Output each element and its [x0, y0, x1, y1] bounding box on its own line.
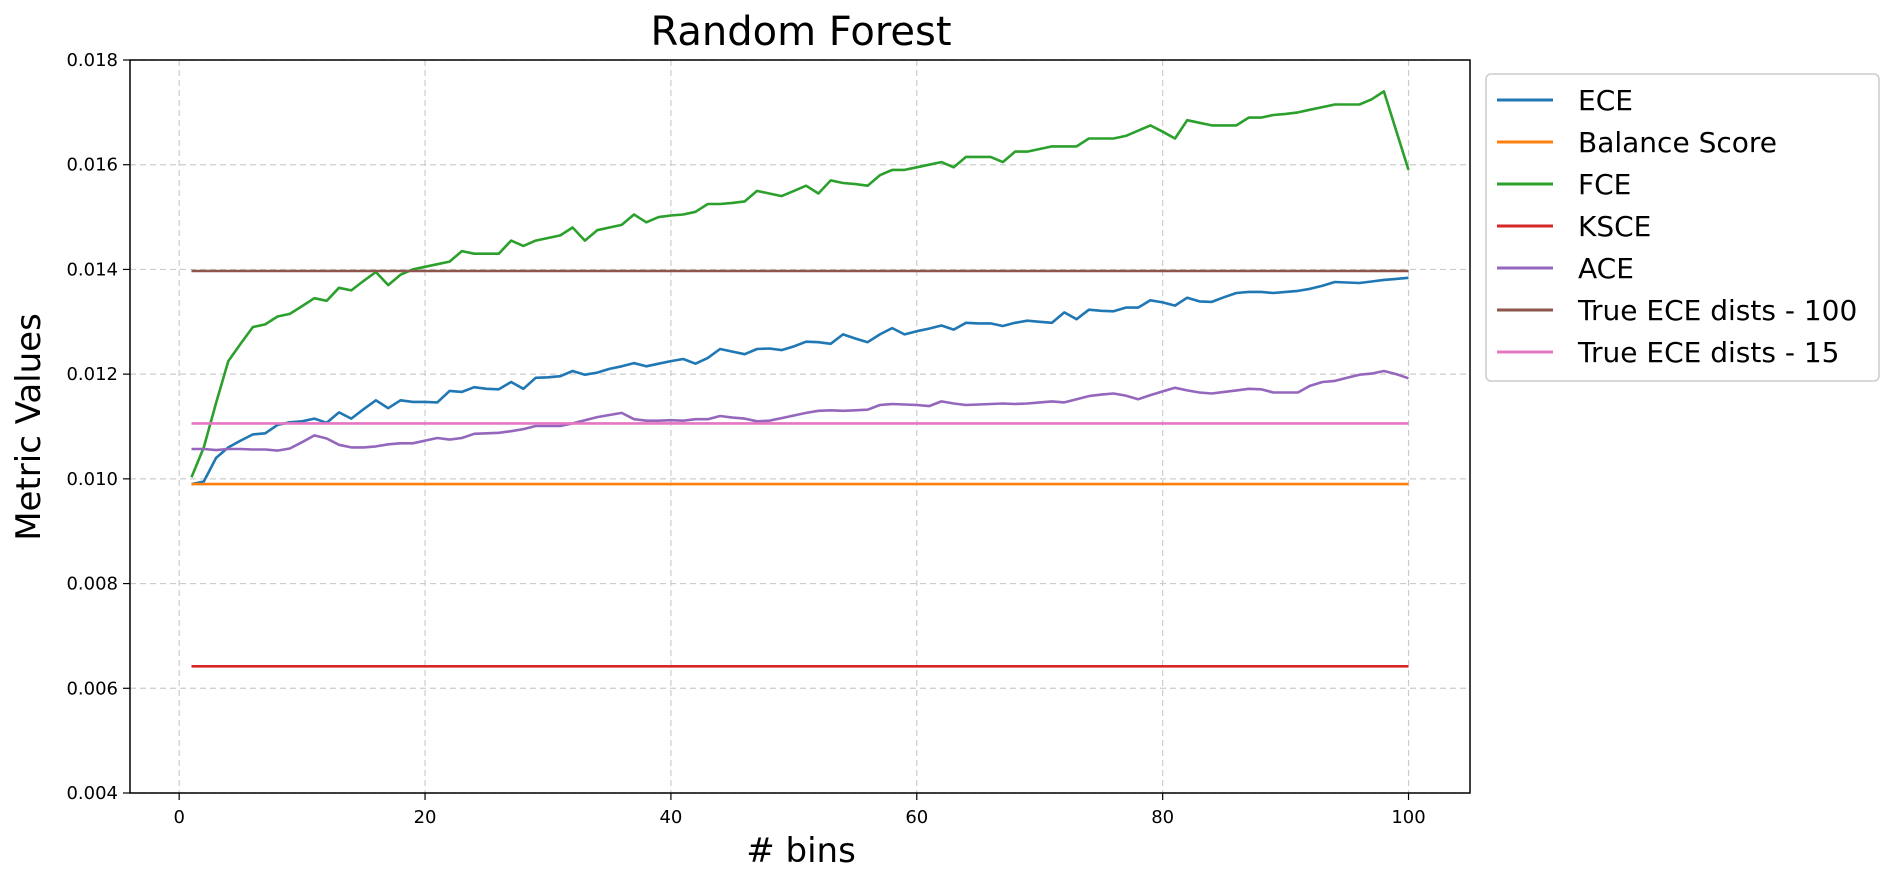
x-axis-ticks: 0 20 40 60 80 100: [173, 793, 1426, 828]
gridlines: [130, 59, 1470, 794]
legend-label: Balance Score: [1578, 126, 1777, 159]
x-tick-label: 40: [659, 807, 682, 828]
legend-label: True ECE dists - 100: [1577, 294, 1857, 327]
series-line-4: [191, 369, 1409, 452]
y-tick-label: 0.010: [66, 469, 118, 490]
y-tick-label: 0.014: [66, 259, 118, 280]
y-tick-label: 0.004: [66, 783, 118, 804]
legend: ECE Balance Score FCE KSCE ACE True ECE dists…: [1485, 73, 1880, 382]
x-tick-label: 60: [905, 807, 928, 828]
legend-label: ECE: [1578, 84, 1633, 117]
series-line-2: [190, 90, 1410, 478]
x-tick-label: 80: [1151, 807, 1174, 828]
x-tick-label: 100: [1391, 807, 1425, 828]
series-lines: [190, 90, 1410, 668]
legend-label: FCE: [1578, 168, 1631, 201]
chart-title: Random Forest: [650, 9, 951, 55]
legend-frame: [1485, 73, 1880, 382]
series-line-0: [191, 276, 1409, 486]
y-axis-ticks: 0.004 0.006 0.008 0.010 0.012 0.014 0.016 0.018: [66, 50, 130, 804]
y-tick-label: 0.016: [66, 155, 118, 176]
y-tick-label: 0.018: [66, 50, 118, 71]
y-tick-label: 0.012: [66, 364, 118, 385]
legend-label: KSCE: [1578, 210, 1651, 243]
x-tick-label: 0: [173, 807, 184, 828]
y-tick-label: 0.006: [66, 678, 118, 699]
legend-label: True ECE dists - 15: [1577, 336, 1839, 369]
plot-frame: [129, 59, 1471, 794]
y-tick-label: 0.008: [66, 574, 118, 595]
legend-label: ACE: [1578, 252, 1634, 285]
y-axis-label: Metric Values: [9, 313, 49, 541]
x-axis-label: # bins: [746, 831, 856, 871]
x-tick-label: 20: [414, 807, 437, 828]
